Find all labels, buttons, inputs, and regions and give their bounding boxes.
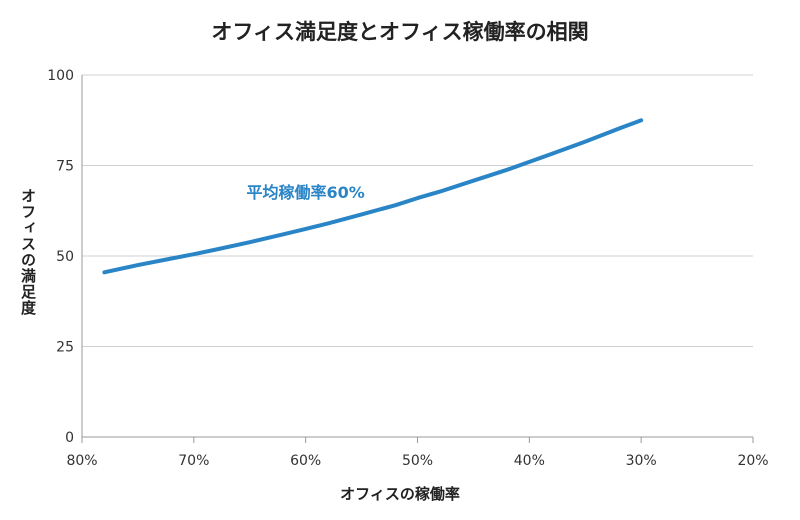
y-tick-label: 25 — [56, 340, 74, 356]
axes — [81, 75, 754, 443]
x-tick-label: 80% — [66, 453, 97, 469]
x-tick-label: 70% — [178, 453, 209, 469]
gridlines — [82, 74, 753, 347]
x-axis-label: オフィスの稼働率 — [340, 485, 460, 503]
y-tick-label: 50 — [56, 249, 74, 265]
x-tick-label: 20% — [737, 453, 768, 469]
annotation-label: 平均稼働率60% — [247, 183, 365, 202]
y-axis-label: オフィスの満足度 — [19, 188, 37, 316]
x-tick-label: 50% — [402, 453, 433, 469]
y-tick-label: 100 — [47, 68, 74, 84]
tick-labels: 0 25 50 75 100 80% 70% 60% 50% 40% 30% 20% — [47, 68, 768, 469]
x-tick-label: 60% — [290, 453, 321, 469]
annotations: 平均稼働率60% — [247, 183, 365, 202]
x-tick-label: 40% — [514, 453, 545, 469]
chart-title: オフィス満足度とオフィス稼働率の相関 — [211, 20, 589, 44]
x-tick-label: 30% — [626, 453, 657, 469]
y-tick-label: 75 — [56, 159, 74, 175]
series-lines — [102, 118, 644, 275]
y-tick-label: 0 — [65, 430, 74, 446]
series-line-0 — [102, 118, 644, 275]
